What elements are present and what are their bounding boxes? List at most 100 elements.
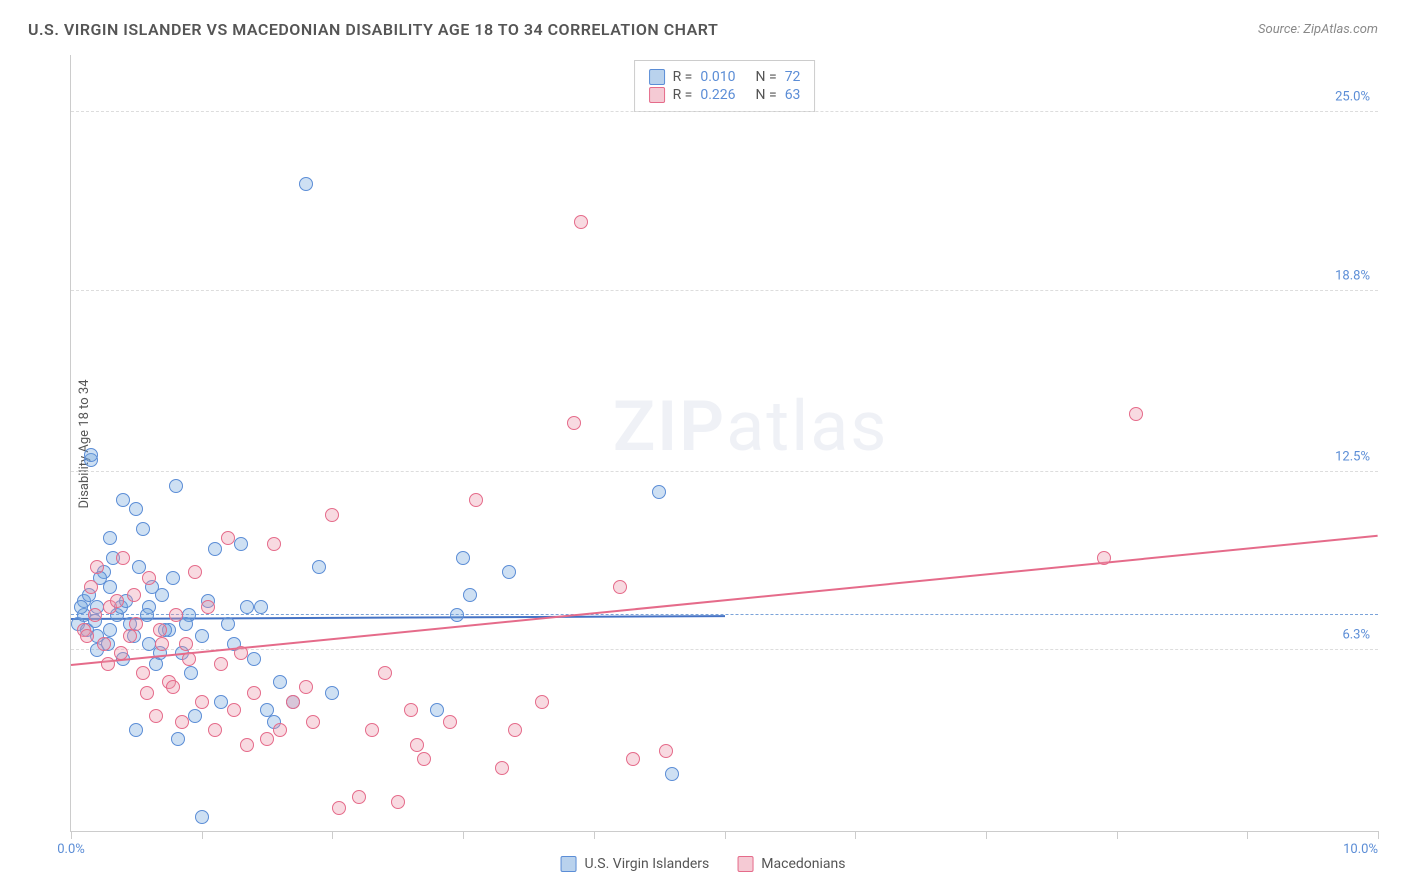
data-point-blue [136,522,150,536]
legend-swatch-pink [737,856,753,872]
watermark-atlas: atlas [726,386,888,468]
data-point-pink [469,493,483,507]
data-point-blue [132,560,146,574]
data-point-pink [169,608,183,622]
legend-series-label: Macedonians [761,856,845,872]
legend-top-row: R =0.010N =72 [649,69,801,85]
data-point-blue [184,666,198,680]
legend-r-value: 0.010 [700,69,735,85]
data-point-blue [84,448,98,462]
legend-swatch-blue [561,856,577,872]
data-point-blue [254,600,268,614]
data-point-pink [153,623,167,637]
data-point-pink [260,732,274,746]
data-point-pink [325,508,339,522]
data-point-pink [240,738,254,752]
data-point-pink [127,588,141,602]
data-point-blue [169,479,183,493]
legend-n-value: 72 [785,69,801,85]
legend-swatch-blue [649,69,665,85]
data-point-pink [114,646,128,660]
legend-top-row: R =0.226N =63 [649,87,801,103]
data-point-pink [410,738,424,752]
data-point-pink [84,580,98,594]
data-point-pink [267,537,281,551]
data-point-pink [443,715,457,729]
data-point-blue [208,542,222,556]
x-tick [332,831,333,839]
gridline [71,290,1378,291]
y-tick-label: 12.5% [1335,449,1370,464]
y-tick-label: 25.0% [1335,90,1370,105]
data-point-pink [613,580,627,594]
data-point-pink [299,680,313,694]
data-point-pink [116,551,130,565]
legend-bottom: U.S. Virgin Islanders Macedonians [561,856,846,872]
chart-header: U.S. VIRGIN ISLANDER VS MACEDONIAN DISAB… [28,20,1378,39]
legend-swatch-pink [649,87,665,103]
data-point-blue [166,571,180,585]
data-point-pink [195,695,209,709]
data-point-blue [299,177,313,191]
data-point-blue [463,588,477,602]
plot-area: ZIPatlas R =0.010N =72R =0.226N =63 6.3%… [70,55,1378,832]
data-point-blue [188,709,202,723]
x-tick [1117,831,1118,839]
x-tick [202,831,203,839]
data-point-blue [214,695,228,709]
data-point-pink [201,600,215,614]
legend-n-value: 63 [785,87,801,103]
x-tick [71,831,72,839]
data-point-pink [182,652,196,666]
x-tick [594,831,595,839]
watermark: ZIPatlas [613,386,889,468]
data-point-pink [306,715,320,729]
data-point-pink [166,680,180,694]
data-point-blue [116,493,130,507]
data-point-blue [129,723,143,737]
y-tick-label: 6.3% [1342,627,1370,642]
data-point-blue [129,502,143,516]
data-point-pink [142,571,156,585]
data-point-pink [1097,551,1111,565]
data-point-pink [80,629,94,643]
data-point-blue [502,565,516,579]
data-point-blue [247,652,261,666]
data-point-pink [247,686,261,700]
data-point-pink [214,657,228,671]
data-point-pink [110,594,124,608]
data-point-pink [208,723,222,737]
data-point-blue [195,629,209,643]
data-point-pink [659,744,673,758]
gridline [71,471,1378,472]
data-point-blue [240,600,254,614]
x-tick [1378,831,1379,839]
data-point-blue [450,608,464,622]
data-point-blue [665,767,679,781]
legend-r-value: 0.226 [700,87,735,103]
data-point-pink [417,752,431,766]
data-point-pink [365,723,379,737]
data-point-pink [332,801,346,815]
data-point-blue [430,703,444,717]
data-point-pink [101,657,115,671]
data-point-pink [508,723,522,737]
x-tick [986,831,987,839]
data-point-pink [626,752,640,766]
data-point-pink [227,703,241,717]
watermark-zip: ZIP [613,386,726,468]
gridline [71,111,1378,112]
data-point-pink [155,637,169,651]
data-point-blue [195,810,209,824]
x-tick [725,831,726,839]
legend-bottom-item: U.S. Virgin Islanders [561,856,710,872]
data-point-pink [175,715,189,729]
data-point-pink [179,637,193,651]
legend-n-label: N = [756,69,777,85]
data-point-pink [404,703,418,717]
data-point-pink [140,686,154,700]
data-point-blue [325,686,339,700]
x-tick-label: 10.0% [1343,842,1378,857]
data-point-pink [97,637,111,651]
data-point-pink [273,723,287,737]
